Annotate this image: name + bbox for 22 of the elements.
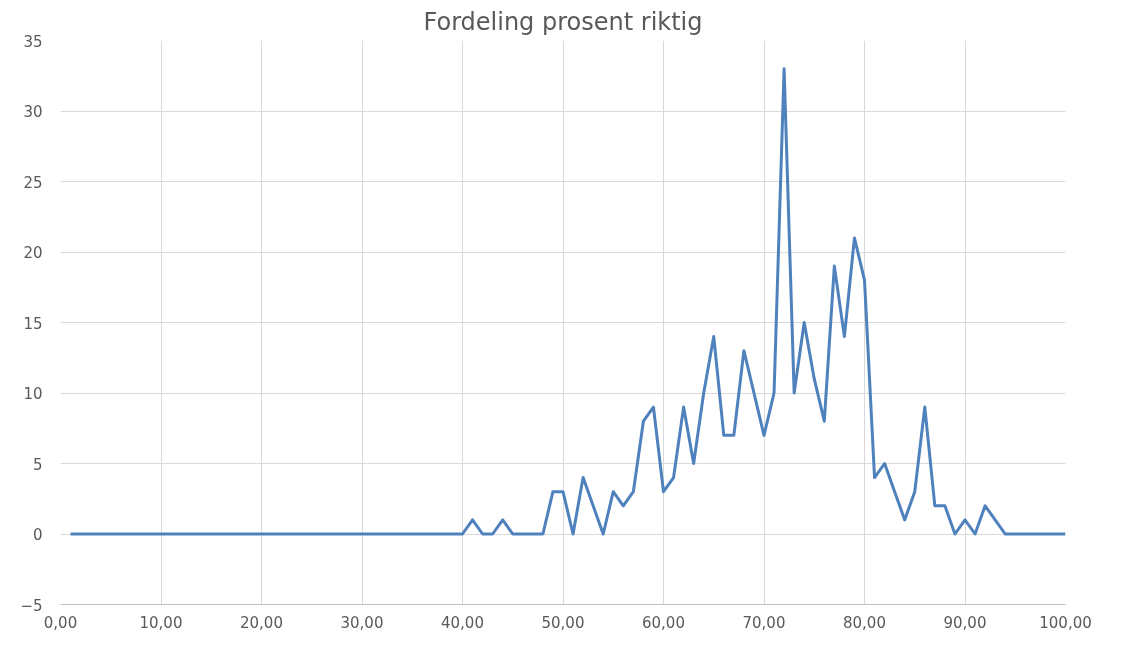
x-tick-label: 100,00: [1039, 613, 1092, 632]
x-tick-label: 80,00: [843, 613, 886, 632]
x-tick-label: 30,00: [340, 613, 384, 632]
line-series: [69, 67, 1066, 536]
y-tick-label: 10: [23, 385, 43, 403]
x-tick-label: 50,00: [541, 613, 585, 632]
x-tick-label: 20,00: [240, 613, 283, 632]
y-tick-label: −5: [20, 596, 43, 615]
x-tick-label: 10,00: [139, 613, 183, 632]
x-tick-label: 0,00: [43, 613, 78, 632]
chart-title: Fordeling prosent riktig: [423, 7, 703, 36]
x-tick-label: 60,00: [642, 613, 685, 632]
y-tick-label: 20: [23, 244, 43, 262]
y-tick-label: 25: [23, 173, 43, 192]
x-tick-label: 90,00: [943, 613, 987, 632]
y-tick-label: 30: [23, 103, 43, 121]
y-tick-label: 35: [23, 32, 43, 51]
y-tick-label: 15: [23, 314, 43, 333]
x-tick-label: 40,00: [441, 613, 484, 632]
y-tick-label: 0: [32, 526, 43, 544]
x-tick-label: 70,00: [742, 613, 786, 632]
y-tick-label: 5: [32, 455, 43, 474]
